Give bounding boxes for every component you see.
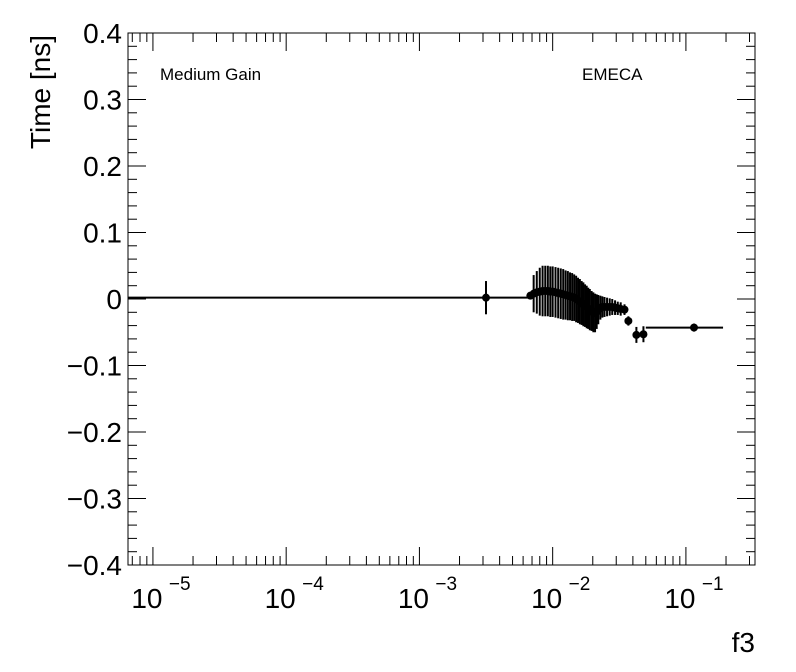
y-tick-label: −0.1 <box>67 351 122 382</box>
x-tick-label: 10 <box>664 583 695 614</box>
x-tick-exponent: −3 <box>435 574 457 595</box>
minor-ticks <box>128 33 755 565</box>
data-point <box>689 323 698 332</box>
data-point <box>482 293 491 302</box>
x-tick-exponent: −5 <box>169 574 191 595</box>
x-tick-label: 10 <box>398 583 429 614</box>
x-tick-label: 10 <box>131 583 162 614</box>
y-tick-label: 0.1 <box>83 218 122 249</box>
x-axis-label: f3 <box>732 627 755 658</box>
y-tick-label: −0.4 <box>67 550 122 581</box>
data-point <box>624 316 633 325</box>
x-tick-label: 10 <box>531 583 562 614</box>
major-ticks <box>128 32 755 566</box>
plot-frame <box>127 32 756 566</box>
data-point <box>639 330 648 339</box>
data-point <box>632 330 641 339</box>
y-tick-labels: 0.4 0.3 0.2 0.1 0 −0.1 −0.2 −0.3 −0.4 <box>67 18 122 581</box>
x-tick-label: 10 <box>265 583 296 614</box>
y-tick-label: 0.3 <box>83 85 122 116</box>
y-tick-label: −0.2 <box>67 417 122 448</box>
data-layer <box>128 265 724 343</box>
x-tick-labels: 10 −5 10 −4 10 −3 10 −2 10 −1 <box>131 574 723 614</box>
x-tick-exponent: −4 <box>302 574 324 595</box>
data-point <box>620 305 629 314</box>
x-tick-exponent: −2 <box>569 574 591 595</box>
y-tick-label: 0.2 <box>83 151 122 182</box>
y-tick-label: 0 <box>106 284 122 315</box>
annotation-medium-gain: Medium Gain <box>160 65 261 84</box>
annotation-emeca: EMECA <box>582 65 643 84</box>
y-axis-label: Time [ns] <box>25 35 56 149</box>
y-tick-label: 0.4 <box>83 18 122 49</box>
y-tick-label: −0.3 <box>67 484 122 515</box>
x-tick-exponent: −1 <box>702 574 724 595</box>
